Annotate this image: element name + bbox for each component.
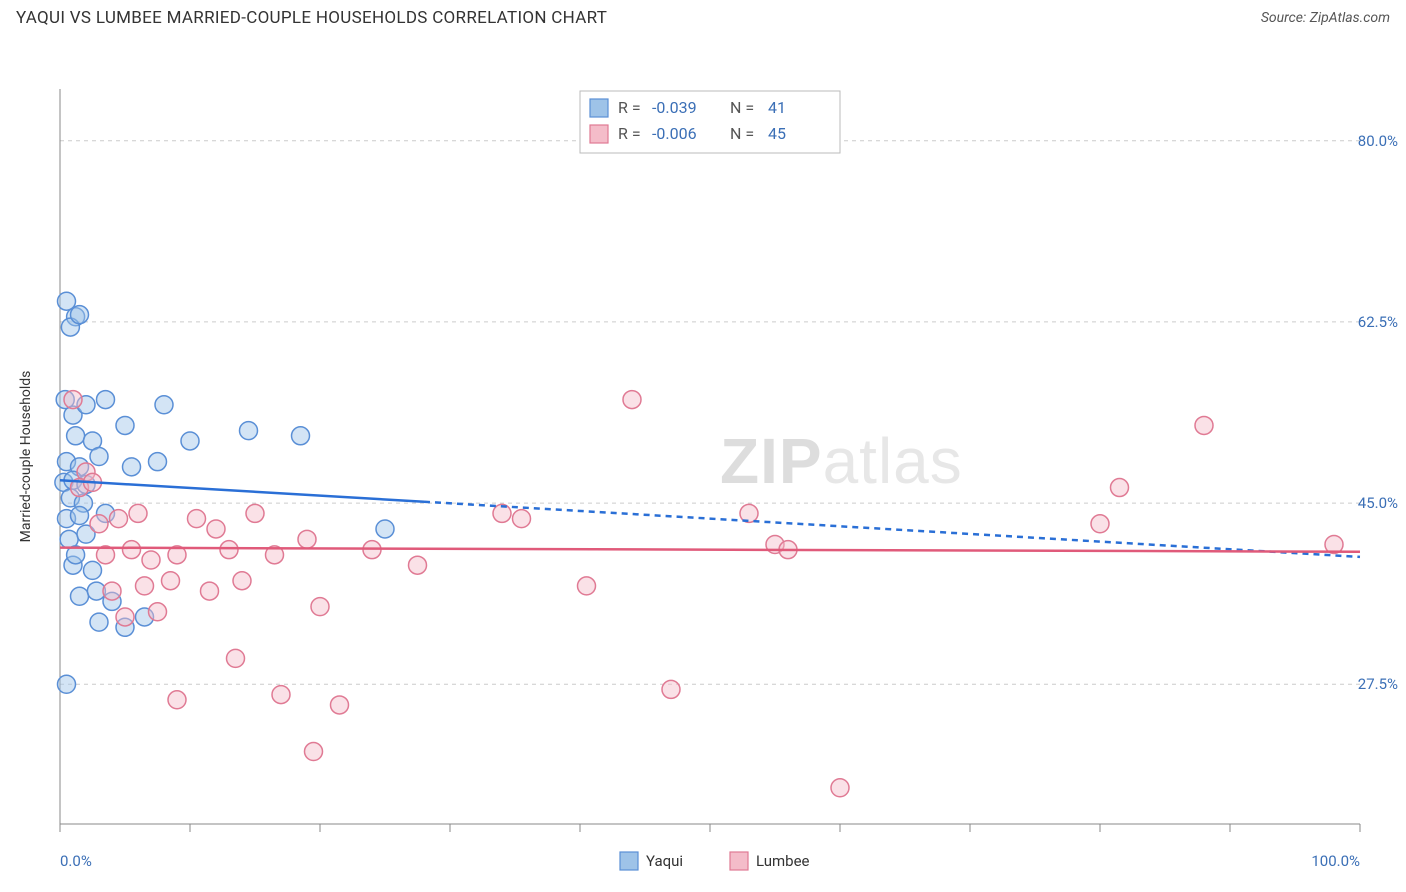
legend-r-value: -0.039 [652, 98, 697, 117]
x-min-label: 0.0% [60, 852, 92, 870]
chart-header: YAQUI VS LUMBEE MARRIED-COUPLE HOUSEHOLD… [0, 0, 1406, 34]
y-axis-title: Married-couple Households [18, 371, 34, 543]
scatter-point [227, 649, 245, 667]
scatter-point [110, 510, 128, 528]
scatter-point [272, 686, 290, 704]
scatter-point [129, 504, 147, 522]
scatter-point [1091, 515, 1109, 533]
scatter-point [97, 391, 115, 409]
chart-area: 27.5% 45.0% 62.5% 80.0% 0.0% 100.0% Married-co… [0, 34, 1406, 884]
y-tick-label: 27.5% [1358, 675, 1398, 693]
legend-swatch [590, 125, 608, 143]
scatter-point [305, 743, 323, 761]
scatter-point [116, 608, 134, 626]
scatter-point [201, 582, 219, 600]
chart-title: YAQUI VS LUMBEE MARRIED-COUPLE HOUSEHOLD… [16, 8, 607, 28]
scatter-point [188, 510, 206, 528]
scatter-point [246, 504, 264, 522]
source-label: Source: ZipAtlas.com [1261, 10, 1390, 26]
scatter-point [311, 598, 329, 616]
legend-n-label: N = [730, 124, 754, 143]
scatter-point [67, 427, 85, 445]
legend-n-value: 41 [768, 98, 786, 117]
scatter-point [71, 306, 89, 324]
scatter-chart: 27.5% 45.0% 62.5% 80.0% 0.0% 100.0% Married-co… [0, 34, 1406, 884]
scatter-point [123, 541, 141, 559]
legend-bottom-swatch [620, 852, 638, 870]
scatter-point [292, 427, 310, 445]
legend-bottom-label: Lumbee [756, 852, 810, 870]
scatter-point [1111, 479, 1129, 497]
legend-bottom-label: Yaqui [646, 852, 683, 870]
legend-n-label: N = [730, 98, 754, 117]
y-tick-label: 45.0% [1358, 494, 1398, 512]
scatter-point [103, 582, 121, 600]
scatter-point [233, 572, 251, 590]
scatter-point [1195, 416, 1213, 434]
scatter-point [84, 561, 102, 579]
trend-line [60, 480, 424, 501]
scatter-point [149, 603, 167, 621]
scatter-point [623, 391, 641, 409]
legend-r-value: -0.006 [652, 124, 697, 143]
legend-r-label: R = [618, 98, 641, 117]
scatter-point [376, 520, 394, 538]
legend-swatch [590, 99, 608, 117]
scatter-point [240, 422, 258, 440]
scatter-point [578, 577, 596, 595]
y-tick-label: 80.0% [1358, 132, 1398, 150]
scatter-point [90, 613, 108, 631]
scatter-point [155, 396, 173, 414]
scatter-point [168, 691, 186, 709]
scatter-point [513, 510, 531, 528]
y-tick-label: 62.5% [1358, 313, 1398, 331]
legend-bottom-swatch [730, 852, 748, 870]
legend-r-label: R = [618, 124, 641, 143]
scatter-point [64, 391, 82, 409]
scatter-point [58, 675, 76, 693]
scatter-point [90, 515, 108, 533]
x-max-label: 100.0% [1311, 852, 1360, 870]
scatter-point [90, 448, 108, 466]
trend-line [60, 548, 1360, 552]
scatter-point [149, 453, 167, 471]
scatter-point [142, 551, 160, 569]
scatter-point [181, 432, 199, 450]
scatter-point [409, 556, 427, 574]
scatter-point [71, 587, 89, 605]
scatter-point [162, 572, 180, 590]
scatter-point [123, 458, 141, 476]
scatter-point [71, 507, 89, 525]
scatter-point [298, 530, 316, 548]
scatter-point [220, 541, 238, 559]
scatter-point [831, 779, 849, 797]
scatter-point [207, 520, 225, 538]
scatter-point [136, 577, 154, 595]
scatter-point [662, 680, 680, 698]
scatter-point [116, 416, 134, 434]
legend-n-value: 45 [768, 124, 786, 143]
scatter-point [331, 696, 349, 714]
